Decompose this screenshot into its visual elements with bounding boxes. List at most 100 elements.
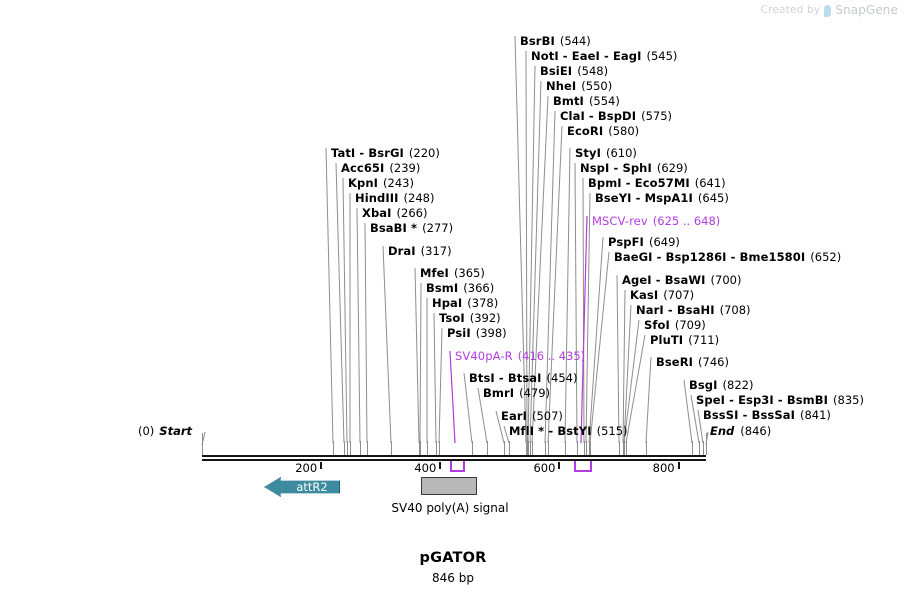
enzyme-label-row[interactable]: BmrI (479) [483, 387, 550, 400]
primer-range: (625 .. 648) [652, 214, 721, 228]
enzyme-label-row[interactable]: XbaI (266) [362, 207, 427, 220]
enzyme-position: (479) [519, 386, 551, 400]
enzyme-name: MflI * - BstYI [509, 424, 592, 438]
ruler-number: 600 [533, 461, 556, 475]
enzyme-label-row[interactable]: SpeI - Esp3I - BsmBI (835) [696, 394, 864, 407]
cut-site-tick [436, 441, 437, 455]
enzyme-label-row[interactable]: SfoI (709) [644, 319, 706, 332]
enzyme-name: BmrI [483, 386, 515, 400]
enzyme-label-row[interactable]: AgeI - BsaWI (700) [622, 274, 741, 287]
enzyme-label-row[interactable]: BtsI - BtsaI (454) [469, 372, 577, 385]
end-position: (846) [740, 424, 772, 438]
cut-site-tick [344, 441, 345, 455]
enzyme-label-row[interactable]: MfeI (365) [420, 267, 485, 280]
cut-site-tick [586, 441, 587, 455]
enzyme-label-row[interactable]: BsaBI * (277) [370, 222, 453, 235]
enzyme-position: (575) [641, 109, 673, 123]
enzyme-name: SpeI - Esp3I - BsmBI [696, 393, 829, 407]
cut-site-tick [590, 441, 591, 455]
enzyme-label-row[interactable]: PsiI (398) [447, 327, 507, 340]
terminus-tick [706, 433, 707, 455]
enzyme-position: (392) [469, 311, 501, 325]
ruler-number: 800 [652, 461, 675, 475]
enzyme-position: (841) [799, 408, 831, 422]
enzyme-label-row[interactable]: MflI * - BstYI (515) [509, 425, 628, 438]
primer-bracket[interactable] [449, 461, 466, 472]
enzyme-label-row[interactable]: EarI (507) [501, 410, 563, 423]
enzyme-label-row[interactable]: BseRI (746) [656, 356, 729, 369]
enzyme-position: (239) [389, 161, 421, 175]
cut-site-tick [487, 441, 488, 455]
enzyme-name: BsiEI [540, 64, 573, 78]
enzyme-position: (835) [833, 393, 864, 407]
enzyme-name: HpaI [432, 296, 463, 310]
cut-site-tick [692, 441, 693, 455]
enzyme-position: (610) [605, 146, 637, 160]
enzyme-position: (652) [810, 250, 842, 264]
enzyme-position: (220) [408, 146, 440, 160]
enzyme-position: (365) [453, 266, 485, 280]
enzyme-name: PspFI [608, 235, 644, 249]
enzyme-name: BaeGI - Bsp1286I - Bme1580I [614, 250, 806, 264]
enzyme-label-row[interactable]: EcoRI (580) [567, 125, 639, 138]
ruler-tick [677, 462, 680, 469]
enzyme-label-row[interactable]: NheI (550) [546, 80, 612, 93]
enzyme-position: (822) [722, 378, 754, 392]
enzyme-label-row[interactable]: KpnI (243) [348, 177, 414, 190]
enzyme-position: (545) [646, 49, 678, 63]
enzyme-label-row[interactable]: BsgI (822) [689, 379, 753, 392]
enzyme-label-row[interactable]: ClaI - BspDI (575) [560, 110, 672, 123]
cut-site-tick [420, 441, 421, 455]
enzyme-name: BsmI [426, 281, 459, 295]
plasmid-name: pGATOR [419, 550, 487, 566]
enzyme-position: (641) [694, 176, 726, 190]
primer-label-row[interactable]: SV40pA-R (416 .. 435) [455, 350, 585, 363]
ruler-number: 400 [414, 461, 437, 475]
primer-label-row[interactable]: MSCV-rev (625 .. 648) [592, 215, 720, 228]
enzyme-position: (507) [531, 409, 563, 423]
enzyme-label-row[interactable]: HpaI (378) [432, 297, 498, 310]
feature-attr2[interactable]: attR2 [264, 477, 340, 497]
enzyme-label-row[interactable]: HindIII (248) [355, 192, 434, 205]
enzyme-name: SfoI [644, 318, 670, 332]
enzyme-label-row[interactable]: PluTI (711) [650, 334, 719, 347]
cut-site-tick [419, 441, 420, 455]
enzyme-name: AgeI - BsaWI [622, 273, 706, 287]
enzyme-position: (700) [710, 273, 742, 287]
enzyme-position: (366) [463, 281, 495, 295]
enzyme-position: (548) [577, 64, 609, 78]
feature-sv40-polya[interactable] [421, 477, 477, 495]
cut-site-tick [530, 441, 531, 455]
enzyme-label-row[interactable]: DraI (317) [388, 245, 452, 258]
enzyme-label-row[interactable]: BsrBI (544) [520, 35, 591, 48]
enzyme-label-row[interactable]: TsoI (392) [439, 312, 501, 325]
cut-site-tick [545, 441, 546, 455]
enzyme-label-row[interactable]: Acc65I (239) [341, 162, 420, 175]
ruler-number: 200 [295, 461, 318, 475]
enzyme-label-row[interactable]: PspFI (649) [608, 236, 680, 249]
enzyme-label-row[interactable]: BsiEI (548) [540, 65, 608, 78]
enzyme-name: BmtI [553, 94, 584, 108]
enzyme-label-row[interactable]: NotI - EaeI - EagI (545) [531, 50, 677, 63]
enzyme-position: (398) [475, 326, 507, 340]
primer-name: MSCV-rev [592, 214, 648, 228]
sequence-end-label: End (846) [710, 425, 771, 438]
enzyme-label-row[interactable]: BpmI - Eco57MI (641) [588, 177, 726, 190]
enzyme-label-row[interactable]: NspI - SphI (629) [580, 162, 688, 175]
enzyme-label-row[interactable]: NarI - BsaHI (708) [636, 304, 751, 317]
sequence-backbone[interactable] [202, 455, 706, 461]
cut-site-tick [532, 441, 533, 455]
enzyme-label-row[interactable]: BsmI (366) [426, 282, 494, 295]
enzyme-label-row[interactable]: StyI (610) [575, 147, 637, 160]
enzyme-label-row[interactable]: BmtI (554) [553, 95, 620, 108]
primer-bracket[interactable] [574, 461, 593, 472]
enzyme-label-row[interactable]: KasI (707) [630, 289, 694, 302]
cut-site-tick [703, 441, 704, 455]
plasmid-size: 846 bp [432, 571, 474, 585]
enzyme-label-row[interactable]: BaeGI - Bsp1286I - Bme1580I (652) [614, 251, 841, 264]
enzyme-label-row[interactable]: TatI - BsrGI (220) [331, 147, 440, 160]
cut-site-tick [577, 441, 578, 455]
cut-site-tick [472, 441, 473, 455]
enzyme-label-row[interactable]: BssSI - BssSaI (841) [703, 409, 831, 422]
enzyme-label-row[interactable]: BseYI - MspA1I (645) [595, 192, 729, 205]
